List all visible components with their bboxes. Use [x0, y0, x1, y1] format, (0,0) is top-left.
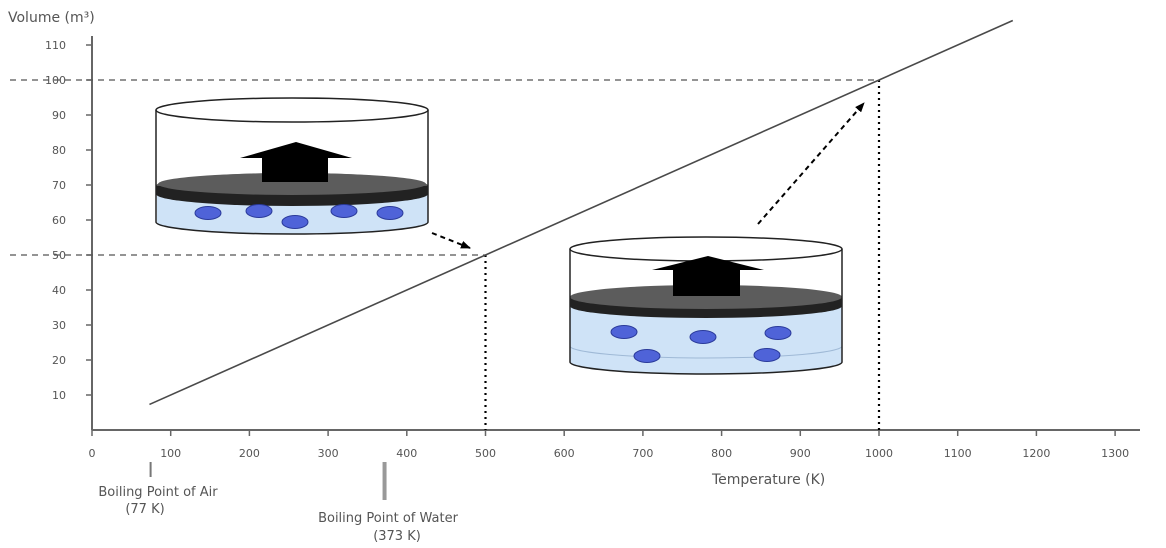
- x-tick-label: 900: [790, 447, 811, 460]
- y-tick-label: 80: [52, 144, 66, 157]
- gas-particle: [194, 206, 222, 220]
- x-tick-label: 1300: [1101, 447, 1129, 460]
- cylinder-left-up-arrow: [240, 142, 352, 182]
- x-tick-label: 400: [396, 447, 417, 460]
- cylinder-right-bottom: [569, 361, 843, 375]
- y-tick-label: 20: [52, 354, 66, 367]
- reference-lines: [10, 79, 881, 430]
- pointer-arrow-right: [757, 102, 865, 225]
- y-tick-label: 40: [52, 284, 66, 297]
- cylinder-right-illustration: [569, 236, 843, 375]
- y-tick-label: 70: [52, 179, 66, 192]
- x-tick-label: 800: [711, 447, 732, 460]
- annotation-label-water: Boiling Point of Water: [318, 511, 458, 526]
- gas-particle: [689, 330, 717, 344]
- cylinder-right-up-arrow: [652, 256, 764, 296]
- pointer-arrow-left: [431, 232, 471, 249]
- annotation-label-air: Boiling Point of Air: [98, 485, 218, 500]
- boiling-point-annotations: Boiling Point of Air (77 K) Boiling Point …: [98, 462, 459, 544]
- cylinder-left-illustration: [155, 97, 429, 235]
- x-tick-label: 300: [318, 447, 339, 460]
- cylinder-right-water-surface: [569, 345, 843, 359]
- gas-particle: [764, 326, 792, 340]
- gas-particle: [633, 349, 661, 363]
- x-tick-label: 200: [239, 447, 260, 460]
- annotation-value-air: (77 K): [125, 502, 164, 517]
- y-tick-label: 90: [52, 109, 66, 122]
- volume-temperature-line: [149, 19, 1014, 406]
- x-tick-label: 1100: [944, 447, 972, 460]
- x-tick-label: 1200: [1022, 447, 1050, 460]
- x-axis-label: Temperature (K): [711, 472, 825, 488]
- gas-particle: [330, 204, 358, 218]
- x-tick-label: 0: [89, 447, 96, 460]
- gas-particle: [281, 215, 309, 229]
- gas-particle: [753, 348, 781, 362]
- cylinder-left-bottom: [155, 221, 429, 235]
- cylinder-left-piston-top: [158, 173, 426, 195]
- x-tick-label: 1000: [865, 447, 893, 460]
- x-tick-label: 100: [160, 447, 181, 460]
- annotation-value-water: (373 K): [373, 529, 421, 544]
- x-tick-label: 500: [475, 447, 496, 460]
- gas-particle: [610, 325, 638, 339]
- y-tick-label: 110: [45, 39, 66, 52]
- gas-particle: [376, 206, 404, 220]
- gas-particle: [245, 204, 273, 218]
- y-tick-label: 30: [52, 319, 66, 332]
- cylinder-left-rim: [155, 97, 429, 123]
- x-ticks: 0 100 200 300 400 500 600 700 800 900 1000 1100 1200…: [89, 430, 1129, 460]
- y-tick-label: 60: [52, 214, 66, 227]
- x-tick-label: 700: [632, 447, 653, 460]
- y-axis-label: Volume (m³): [8, 10, 95, 26]
- x-tick-label: 600: [554, 447, 575, 460]
- cylinder-right-piston-top: [570, 285, 842, 309]
- y-tick-label: 10: [52, 389, 66, 402]
